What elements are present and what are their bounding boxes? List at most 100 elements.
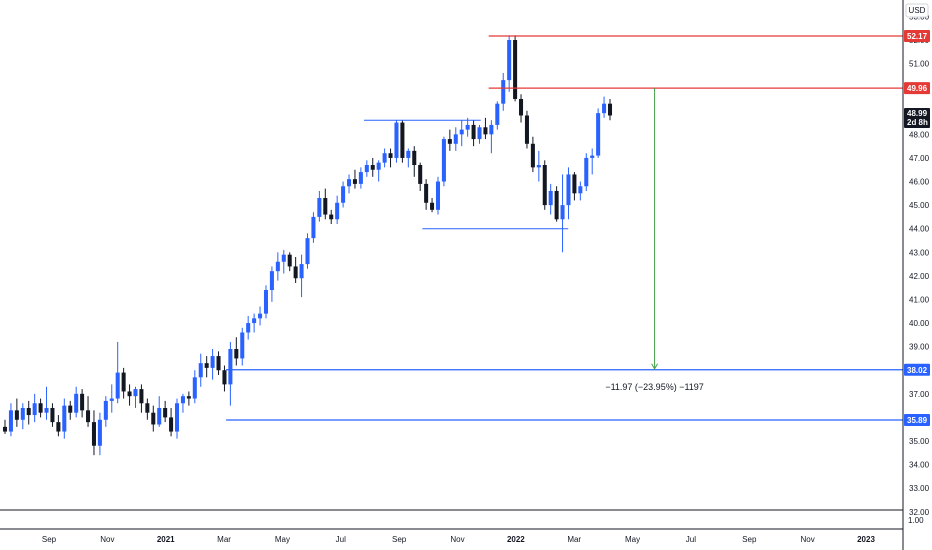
candle[interactable] <box>412 146 417 177</box>
candle[interactable] <box>133 386 138 408</box>
candle[interactable] <box>38 398 43 418</box>
candle[interactable] <box>91 410 96 456</box>
candle[interactable] <box>109 384 114 413</box>
candle[interactable] <box>246 315 251 340</box>
candle[interactable] <box>240 327 245 366</box>
candle[interactable] <box>62 398 67 439</box>
candle[interactable] <box>602 96 607 118</box>
candle[interactable] <box>216 351 221 375</box>
candle[interactable] <box>192 370 197 404</box>
candle[interactable] <box>317 190 322 222</box>
candle[interactable] <box>465 117 470 137</box>
candle[interactable] <box>263 285 268 319</box>
candle[interactable] <box>435 176 441 215</box>
candle[interactable] <box>157 396 162 427</box>
candle[interactable] <box>14 398 19 427</box>
candle[interactable] <box>222 365 227 392</box>
currency-label[interactable]: USD <box>905 3 929 18</box>
candle[interactable] <box>394 120 399 163</box>
candle[interactable] <box>163 400 168 423</box>
candle[interactable] <box>554 186 559 222</box>
candle[interactable] <box>287 252 292 272</box>
candle[interactable] <box>56 415 61 437</box>
candle[interactable] <box>103 396 108 427</box>
candle[interactable] <box>174 398 180 439</box>
candle[interactable] <box>50 403 55 427</box>
candle[interactable] <box>234 337 239 366</box>
candle[interactable] <box>115 341 120 404</box>
candle[interactable] <box>483 117 488 140</box>
candle[interactable] <box>329 209 334 224</box>
price-range-measure[interactable]: −11.97 (−23.95%) −1197 <box>605 88 704 392</box>
time-axis[interactable]: Sep Nov 2021 Mar May Jul Sep Nov 2022 Mar May Jul Se… <box>42 535 876 544</box>
candle[interactable] <box>566 167 571 220</box>
candle[interactable] <box>424 179 429 210</box>
candle[interactable] <box>145 398 150 420</box>
candle[interactable] <box>590 148 595 175</box>
candle[interactable] <box>447 129 452 151</box>
candle[interactable] <box>542 160 547 210</box>
candle[interactable] <box>44 386 49 420</box>
candle[interactable] <box>560 174 565 253</box>
candle[interactable] <box>607 98 613 121</box>
candle[interactable] <box>358 167 363 189</box>
candle[interactable] <box>584 153 589 191</box>
candle[interactable] <box>252 313 257 333</box>
candle[interactable] <box>228 341 233 406</box>
candle[interactable] <box>32 393 37 423</box>
candle[interactable] <box>548 183 553 215</box>
drawings-layer[interactable]: −11.97 (−23.95%) −1197 <box>226 35 903 421</box>
candle[interactable] <box>281 249 286 274</box>
candle[interactable] <box>507 35 512 92</box>
candle[interactable] <box>519 94 524 123</box>
candle[interactable] <box>501 73 506 111</box>
candle[interactable] <box>572 172 577 201</box>
candle[interactable] <box>121 367 126 399</box>
candle[interactable] <box>323 188 328 220</box>
candle[interactable] <box>406 148 411 168</box>
candle[interactable] <box>26 400 31 425</box>
candle[interactable] <box>441 136 446 187</box>
candle[interactable] <box>186 391 191 406</box>
candle[interactable] <box>513 35 518 102</box>
candle[interactable] <box>471 120 476 147</box>
candle[interactable] <box>169 407 174 437</box>
candle[interactable] <box>198 353 203 387</box>
candle[interactable] <box>180 393 185 413</box>
candle[interactable] <box>477 124 482 144</box>
candle[interactable] <box>269 266 274 302</box>
candle[interactable] <box>68 400 73 420</box>
candle[interactable] <box>20 403 25 430</box>
candle[interactable] <box>311 212 316 243</box>
candle[interactable] <box>258 306 263 326</box>
candle[interactable] <box>80 389 85 418</box>
candle[interactable] <box>347 174 352 194</box>
candle[interactable] <box>459 120 464 147</box>
candle[interactable] <box>376 160 381 182</box>
candle[interactable] <box>210 349 215 380</box>
candle[interactable] <box>578 181 583 201</box>
candle[interactable] <box>74 386 79 418</box>
candle[interactable] <box>596 108 601 158</box>
candle[interactable] <box>536 150 541 182</box>
candle[interactable] <box>364 160 369 177</box>
candle[interactable] <box>430 198 435 213</box>
candle[interactable] <box>382 148 387 168</box>
candle[interactable] <box>495 101 500 130</box>
candle[interactable] <box>524 110 529 149</box>
candle[interactable] <box>151 405 156 432</box>
candle[interactable] <box>341 181 346 208</box>
candle[interactable] <box>139 384 144 413</box>
candle[interactable] <box>86 396 91 427</box>
candle[interactable] <box>489 120 494 154</box>
candle[interactable] <box>530 136 535 173</box>
candle[interactable] <box>275 252 280 281</box>
candle[interactable] <box>388 148 393 168</box>
candle[interactable] <box>204 356 209 378</box>
candle[interactable] <box>293 257 298 283</box>
candle[interactable] <box>352 169 357 189</box>
candle[interactable] <box>418 162 423 191</box>
candle[interactable] <box>97 412 102 456</box>
candle[interactable] <box>335 195 340 224</box>
